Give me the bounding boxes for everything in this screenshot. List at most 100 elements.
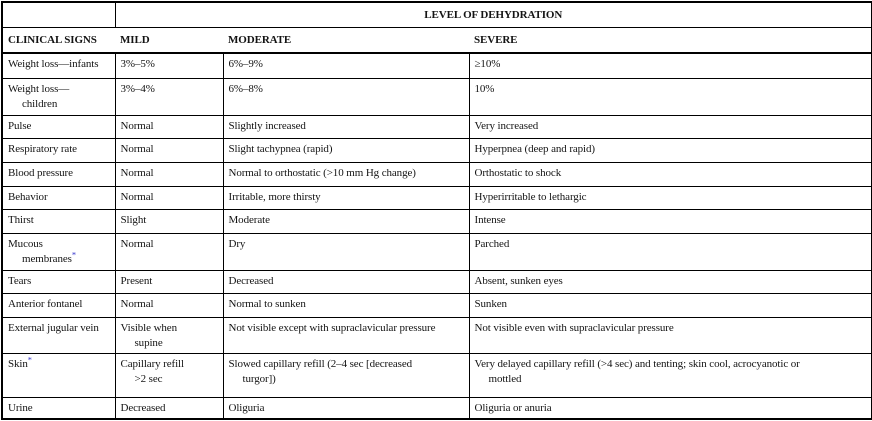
cell-text: 3%–5%: [120, 58, 155, 70]
cell-severe: Very delayed capillary refill (>4 sec) a…: [468, 352, 872, 398]
cell-text: Weight loss—infants: [8, 58, 99, 70]
cell-moderate: Oliguria: [222, 396, 470, 420]
cell-text: Moderate: [228, 213, 270, 226]
column-header-severe: SEVERE: [469, 27, 872, 54]
cell-moderate: Slightly increased: [222, 114, 470, 139]
cell-severe: Hyperpnea (deep and rapid): [468, 137, 872, 163]
table-row: Anterior fontanel Normal Normal to sunken S…: [1, 292, 872, 318]
cell-text: Orthostatic to shock: [474, 166, 562, 179]
table-row: Respiratory rate Normal Slight tachypnea (…: [1, 137, 872, 163]
corner-cell: [2, 2, 116, 28]
cell-text: Slightly increased: [228, 119, 306, 132]
cell-text: 6%–9%: [228, 58, 263, 70]
cell-text: Decreased: [120, 401, 166, 414]
cell-mild: Normal: [114, 292, 224, 318]
cell-sign: Pulse: [1, 114, 116, 139]
cell-text: Normal to sunken: [228, 297, 306, 310]
cell-text: Very delayed capillary refill (>4 sec) a…: [474, 357, 800, 385]
cell-text: Oliguria or anuria: [474, 401, 552, 414]
column-header-mild: MILD: [115, 27, 223, 54]
footnote-asterisk-link[interactable]: *: [71, 248, 77, 259]
cell-moderate: Normal to sunken: [222, 292, 470, 318]
cell-text: Weight loss— children: [8, 82, 70, 110]
table-row: Skin* Capillary refill >2 sec Slowed capil…: [1, 352, 872, 398]
cell-sign: Respiratory rate: [1, 137, 116, 163]
table-row: Urine Decreased Oliguria Oliguria or anuria: [1, 396, 872, 420]
cell-moderate: Not visible except with supraclavicular …: [222, 316, 470, 354]
cell-text: Decreased: [228, 274, 274, 287]
cell-text: Parched: [474, 237, 510, 250]
cell-text: External jugular vein: [8, 321, 99, 334]
cell-severe: Very increased: [468, 114, 872, 139]
cell-text: Very increased: [474, 119, 539, 132]
column-header-row: CLINICAL SIGNS MILD MODERATE SEVERE: [2, 27, 872, 54]
footnote-asterisk-link[interactable]: *: [27, 353, 33, 364]
cell-moderate: 6%–9%: [222, 52, 470, 79]
cell-sign: Thirst: [1, 208, 116, 234]
table-row: Tears Present Decreased Absent, sunken eyes: [1, 269, 872, 294]
cell-mild: Normal: [114, 161, 224, 187]
cell-sign: Weight loss—infants: [1, 52, 116, 79]
table-row: Thirst Slight Moderate Intense: [1, 208, 872, 234]
cell-text: Normal to orthostatic (>10 mm Hg change): [228, 166, 416, 179]
cell-moderate: Decreased: [222, 269, 470, 294]
cell-text: Intense: [474, 213, 506, 226]
cell-text: Hyperirritable to lethargic: [474, 190, 587, 203]
table-body: Weight loss—infants 3%–5% 6%–9% ≥10% Weight …: [1, 52, 872, 420]
cell-sign: Skin*: [1, 352, 116, 398]
cell-severe: ≥10%: [468, 52, 872, 79]
cell-severe: Intense: [468, 208, 872, 234]
cell-sign: Weight loss— children: [1, 77, 116, 116]
cell-text: Mucous membranes: [8, 237, 72, 265]
cell-sign: Behavior: [1, 185, 116, 210]
cell-moderate: Normal to orthostatic (>10 mm Hg change): [222, 161, 470, 187]
cell-mild: Present: [114, 269, 224, 294]
table-row: Behavior Normal Irritable, more thirsty Hyp…: [1, 185, 872, 210]
title-row: LEVEL OF DEHYDRATION: [2, 2, 872, 28]
cell-severe: Oliguria or anuria: [468, 396, 872, 420]
cell-text: Anterior fontanel: [8, 297, 83, 310]
cell-severe: Not visible even with supraclavicular pr…: [468, 316, 872, 354]
cell-sign: Tears: [1, 269, 116, 294]
table-row: Weight loss—infants 3%–5% 6%–9% ≥10%: [1, 52, 872, 79]
cell-text: Blood pressure: [8, 166, 73, 179]
cell-text: 3%–4%: [120, 82, 155, 95]
cell-severe: Parched: [468, 232, 872, 271]
cell-severe: Hyperirritable to lethargic: [468, 185, 872, 210]
cell-text: Dry: [228, 237, 246, 250]
cell-mild: Normal: [114, 185, 224, 210]
cell-text: Sunken: [474, 297, 508, 310]
cell-text: Slight: [120, 213, 147, 226]
cell-text: 6%–8%: [228, 82, 263, 95]
cell-mild: Visible when supine: [114, 316, 224, 354]
cell-mild: Normal: [114, 232, 224, 271]
cell-moderate: Slight tachypnea (rapid): [222, 137, 470, 163]
cell-moderate: 6%–8%: [222, 77, 470, 116]
column-header-moderate: MODERATE: [223, 27, 469, 54]
cell-text: Pulse: [8, 119, 32, 132]
column-header-clinical-signs: CLINICAL SIGNS: [2, 27, 115, 54]
cell-text: ≥10%: [474, 58, 501, 70]
cell-text: Slowed capillary refill (2–4 sec [decrea…: [228, 357, 413, 385]
cell-text: Normal: [120, 190, 154, 203]
cell-mild: Capillary refill >2 sec: [114, 352, 224, 398]
cell-moderate: Slowed capillary refill (2–4 sec [decrea…: [222, 352, 470, 398]
cell-text: Normal: [120, 237, 154, 250]
cell-text: Behavior: [8, 190, 48, 203]
cell-text: Present: [120, 274, 153, 287]
cell-text: Thirst: [8, 213, 34, 226]
cell-text: Hyperpnea (deep and rapid): [474, 142, 596, 155]
cell-text: Oliguria: [228, 401, 265, 414]
cell-moderate: Irritable, more thirsty: [222, 185, 470, 210]
cell-severe: Absent, sunken eyes: [468, 269, 872, 294]
table-row: Pulse Normal Slightly increased Very increa…: [1, 114, 872, 139]
cell-mild: 3%–4%: [114, 77, 224, 116]
cell-text: Not visible except with supraclavicular …: [228, 321, 436, 334]
cell-text: Absent, sunken eyes: [474, 274, 563, 287]
cell-text: Tears: [8, 274, 32, 287]
cell-text: Urine: [8, 401, 33, 414]
cell-text: Irritable, more thirsty: [228, 190, 321, 203]
cell-severe: Sunken: [468, 292, 872, 318]
